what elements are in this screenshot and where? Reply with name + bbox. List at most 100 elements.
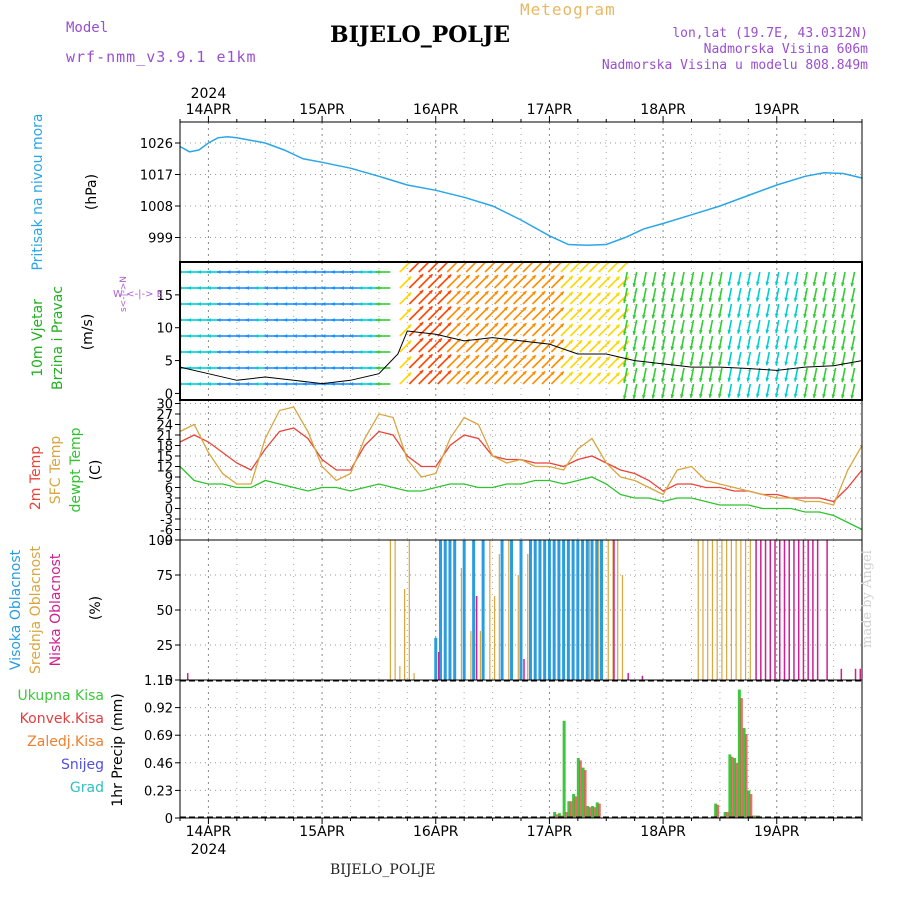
y-tick-label: 27 — [156, 408, 173, 423]
wind-arrow — [465, 262, 478, 273]
wind-arrow-head — [632, 346, 637, 351]
panel-frame — [179, 679, 863, 819]
wind-arrow-head — [803, 361, 807, 366]
wind-arrow-head — [494, 275, 499, 279]
wind-arrow-head — [774, 281, 779, 286]
wind-arrow-head — [302, 270, 307, 274]
wind-arrow-head — [840, 378, 845, 383]
wind-arrow-head — [236, 318, 240, 322]
wind-arrow-head — [349, 286, 354, 290]
wind-arrow-head — [494, 307, 499, 311]
y-tick-label: 1008 — [140, 200, 173, 215]
wind-arrow-head — [822, 282, 826, 286]
wind-arrow-head — [670, 394, 675, 399]
cloud-high-bar — [600, 540, 604, 680]
wind-arrow-head — [699, 393, 703, 398]
wind-arrow-head — [642, 394, 646, 399]
cloud-high-bar — [566, 540, 570, 680]
wind-arrow-head — [419, 354, 424, 359]
wind-arrow-head — [321, 270, 326, 274]
wind-arrow-head — [746, 297, 751, 302]
cloud-high-bar — [462, 540, 466, 680]
wind-arrows — [180, 262, 856, 400]
wind-arrow-head — [456, 306, 461, 311]
wind-arrow-head — [793, 281, 798, 286]
pressure-line — [179, 135, 863, 246]
wind-arrow-head — [465, 371, 470, 375]
wind-arrow-head — [569, 323, 573, 328]
precip-conv-bar — [745, 734, 748, 818]
wind-arrow-head — [755, 377, 760, 382]
x-tick-label-top: 19APR — [754, 102, 800, 118]
wind-arrow-head — [340, 302, 345, 306]
wind-arrow-head — [375, 366, 380, 370]
wind-arrow-head — [736, 377, 741, 382]
wind-arrow-head — [531, 323, 536, 328]
wind-arrow-head — [622, 283, 627, 288]
precip-legend-4: Grad — [70, 780, 104, 796]
wind-arrow-head — [293, 334, 297, 338]
wind-arrow-head — [727, 329, 732, 334]
meteogram-label: Meteogram — [520, 0, 616, 19]
wind-arrow-head — [746, 345, 751, 350]
wind-arrow-head — [569, 275, 573, 280]
wind-arrow-head — [850, 346, 855, 351]
wind-arrow-head — [358, 318, 363, 322]
wind-arrow-head — [689, 377, 694, 382]
wind-arrow-head — [606, 308, 611, 313]
cloud-high-bar — [472, 540, 476, 680]
wind-arrow-head — [784, 297, 789, 302]
wind-arrow-head — [226, 302, 231, 306]
wind-arrow-head — [850, 314, 855, 319]
wind-arrow-head — [793, 297, 798, 302]
wind-arrow-head — [606, 276, 611, 281]
wind-arrow-head — [513, 355, 518, 359]
wind-arrow-head — [606, 372, 611, 377]
wind-arrow-head — [367, 350, 372, 354]
wind-arrow-head — [465, 275, 470, 279]
wind-arrow-head — [331, 334, 335, 338]
wind-arrow-head — [642, 282, 646, 287]
wind-arrow-head — [812, 281, 817, 286]
wind-arrow-head — [447, 354, 452, 359]
wind-axis-label-1: 10m Vjetar — [30, 299, 46, 377]
wind-arrow-head — [197, 366, 201, 370]
wind-arrow-head — [632, 378, 637, 383]
wind-arrow-head — [774, 377, 779, 382]
wind-arrow — [408, 262, 421, 273]
precip-conv-bar — [588, 807, 592, 818]
wind-arrow-head — [812, 361, 817, 366]
wind-arrow-head — [596, 340, 601, 345]
precip-conv-bar — [574, 796, 578, 818]
wind-unit-label: (m/s) — [80, 314, 96, 351]
temp-sfc-line — [179, 406, 863, 506]
wind-arrow-head — [331, 286, 335, 290]
wind-arrow-head — [367, 270, 372, 274]
wind-arrow-head — [302, 366, 307, 370]
wind-arrow-head — [622, 379, 627, 384]
wind-arrow-head — [531, 291, 536, 296]
wind-arrow-head — [708, 297, 713, 302]
y-tick-label: 1026 — [140, 137, 173, 152]
y-tick-label: 15 — [156, 450, 173, 465]
wind-arrow-head — [727, 361, 732, 366]
wind-arrow-head — [522, 355, 527, 359]
wind-arrow-head — [559, 355, 564, 360]
precip-total-bar — [742, 728, 746, 818]
wind-arrow-head — [254, 302, 259, 306]
wind-arrow-head — [531, 355, 536, 360]
y-tick-label: 9 — [165, 471, 173, 486]
wind-arrow-head — [708, 345, 713, 350]
wind-arrow-head — [746, 313, 751, 318]
wind-arrow-head — [550, 323, 555, 328]
wind-arrow-head — [727, 297, 732, 302]
footer-station: BIJELO_POLJE — [330, 862, 436, 878]
wind-arrow-head — [437, 370, 442, 375]
wind-arrow-head — [587, 340, 592, 345]
wind-arrow-head — [850, 330, 855, 335]
wind-arrow-head — [475, 275, 479, 280]
wind-arrow-head — [596, 324, 601, 329]
y-tick-label: 0.69 — [144, 729, 173, 744]
wind-arrow-head — [727, 377, 732, 382]
wind-arrow-head — [642, 330, 646, 335]
